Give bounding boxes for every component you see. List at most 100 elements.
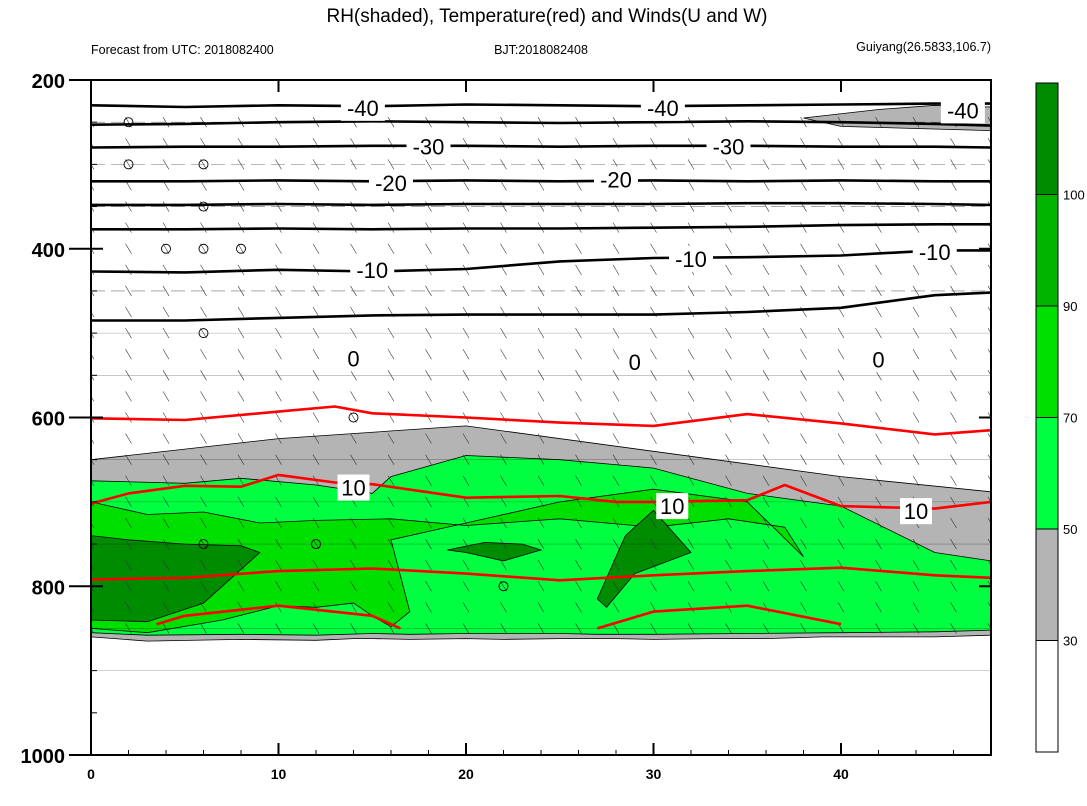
wind-barb: [387, 201, 395, 212]
wind-barb: [575, 560, 582, 571]
colorbar-box: [1035, 194, 1059, 307]
wind-barb: [987, 117, 991, 123]
wind-barb: [312, 391, 320, 402]
wind-barb: [725, 349, 732, 360]
wind-barb: [350, 538, 357, 550]
wind-barb: [837, 370, 845, 381]
wind-barb: [987, 454, 991, 461]
wind-barb: [837, 180, 845, 191]
wind-barb: [612, 391, 620, 402]
calm-wind-circle: [123, 117, 134, 128]
wind-barb: [125, 538, 132, 550]
temperature-contour-10-10: [91, 566, 991, 582]
wind-barb: [875, 285, 882, 297]
wind-barb: [425, 602, 432, 613]
colorbar-label: 70: [1063, 411, 1077, 426]
temperature-contours: [91, 102, 991, 630]
wind-barb: [987, 159, 991, 165]
wind-barb: [125, 454, 132, 465]
contour-label: -40: [647, 96, 679, 121]
wind-barb: [500, 602, 507, 613]
temperature-contour--40-1: [91, 120, 991, 127]
wind-barb: [91, 205, 95, 212]
wind-barb: [687, 517, 695, 529]
wind-barb: [762, 285, 770, 297]
wind-barb: [200, 517, 207, 529]
wind-barb: [537, 285, 545, 297]
wind-barb: [237, 349, 245, 360]
wind-barb: [575, 433, 582, 444]
wind-barb: [237, 285, 245, 297]
contour-label-bg: [912, 239, 957, 266]
contour-label: -40: [947, 98, 979, 123]
wind-barb: [537, 454, 545, 465]
wind-barb: [237, 327, 245, 339]
wind-barb: [91, 290, 95, 297]
wind-barb: [275, 349, 282, 360]
wind-barb: [387, 454, 395, 465]
wind-barb: [612, 412, 620, 423]
wind-barb: [350, 327, 357, 339]
colorbar-box: [1035, 82, 1059, 195]
wind-barb: [91, 248, 95, 254]
wind-barb: [425, 370, 432, 381]
wind-barb: [387, 327, 395, 339]
wind-barb: [875, 391, 882, 402]
temperature-contour--10-7: [91, 291, 991, 322]
wind-barb: [650, 349, 657, 360]
wind-barb: [162, 285, 170, 297]
calm-wind-circle: [198, 159, 209, 170]
wind-barb: [612, 517, 620, 529]
wind-barb: [125, 201, 132, 212]
contour-label-bg: [624, 348, 645, 375]
wind-barb: [987, 391, 991, 397]
wind-barb: [950, 433, 957, 444]
wind-barb: [125, 306, 132, 318]
wind-barb: [987, 560, 991, 566]
wind-barb: [762, 560, 770, 571]
colorbar-label: 50: [1063, 522, 1077, 537]
wind-barb: [200, 454, 207, 465]
wind-barb: [725, 285, 732, 297]
wind-barb: [912, 264, 920, 275]
wind-barb: [875, 623, 882, 634]
wind-barb: [462, 581, 470, 592]
contour-label-bg: [868, 346, 889, 373]
wind-barb: [275, 560, 282, 571]
wind-barb: [312, 433, 320, 444]
temperature-contour--10-6: [91, 249, 991, 274]
wind-barb: [912, 285, 920, 297]
wind-barb: [725, 370, 732, 381]
wind-barb: [162, 306, 170, 318]
wind-barb: [312, 243, 320, 254]
wind-barb: [200, 538, 207, 550]
wind-barb: [537, 264, 545, 275]
wind-barb: [725, 454, 732, 465]
wind-barb: [350, 517, 357, 529]
wind-barb: [200, 370, 207, 381]
wind-barb: [200, 243, 207, 254]
y-tick-label: 800: [32, 577, 65, 599]
wind-barb: [725, 433, 732, 444]
wind-barb: [650, 475, 657, 486]
wind-barb: [612, 475, 620, 486]
wind-barb: [650, 581, 657, 592]
wind-barb: [200, 560, 207, 571]
x-tick-label: 10: [271, 766, 287, 782]
wind-barb: [875, 454, 882, 465]
forecast-init-label: Forecast from UTC: 2018082400: [91, 43, 274, 57]
wind-barb: [237, 391, 245, 402]
wind-barb: [950, 581, 957, 592]
contour-label-bg: [656, 493, 689, 520]
wind-barb: [575, 349, 582, 360]
wind-barb: [200, 201, 207, 212]
wind-barb: [387, 370, 395, 381]
wind-barb: [762, 412, 770, 423]
wind-barb: [687, 285, 695, 297]
wind-barb: [312, 517, 320, 529]
wind-barb: [91, 163, 95, 170]
wind-barb: [162, 391, 170, 402]
wind-barb: [200, 391, 207, 402]
wind-barb: [500, 180, 507, 191]
